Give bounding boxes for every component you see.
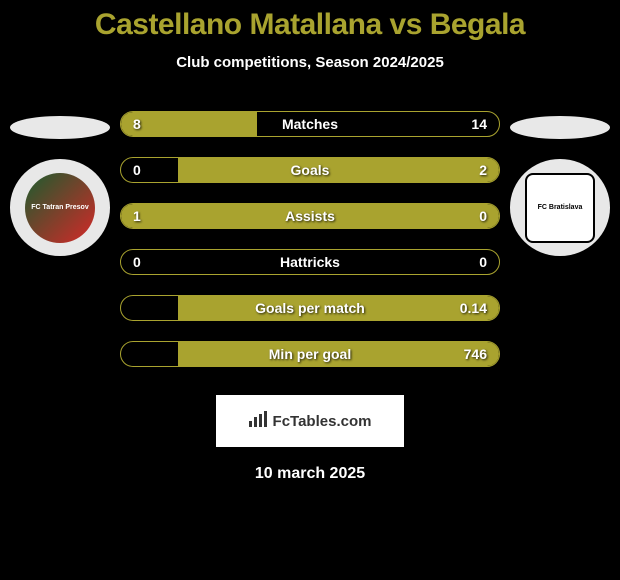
player-silhouette-left — [10, 116, 110, 139]
stat-value-right: 2 — [479, 162, 487, 178]
stat-row-min-per-goal: Min per goal 746 — [120, 341, 500, 367]
stat-value-left: 0 — [133, 162, 141, 178]
player-silhouette-right — [510, 116, 610, 139]
club-badge-left: FC Tatran Presov — [10, 159, 110, 256]
club-crest-left: FC Tatran Presov — [25, 173, 95, 243]
comparison-subtitle: Club competitions, Season 2024/2025 — [176, 54, 444, 71]
stat-label: Assists — [285, 208, 335, 224]
stat-value-left: 8 — [133, 116, 141, 132]
stat-label: Matches — [282, 116, 338, 132]
club-left: FC Tatran Presov — [10, 116, 110, 256]
club-crest-label-left: FC Tatran Presov — [31, 204, 88, 211]
club-crest-label-right: FC Bratislava — [538, 204, 583, 211]
stat-value-right: 746 — [464, 346, 487, 362]
club-right: FC Bratislava — [510, 116, 610, 256]
comparison-title: Castellano Matallana vs Begala — [95, 8, 525, 42]
stat-value-left: 1 — [133, 208, 141, 224]
club-badge-right: FC Bratislava — [510, 159, 610, 256]
stat-value-right: 14 — [471, 116, 487, 132]
stat-fill-right — [178, 158, 499, 182]
stat-label: Goals per match — [255, 300, 365, 316]
footer-date: 10 march 2025 — [255, 465, 365, 483]
stat-value-right: 0.14 — [460, 300, 487, 316]
club-crest-right: FC Bratislava — [525, 173, 595, 243]
stat-label: Hattricks — [280, 254, 340, 270]
stats-bars: 8 Matches 14 0 Goals 2 1 Assists 0 0 Hattricks 0 Goa… — [120, 111, 500, 367]
watermark: FcTables.com — [216, 395, 404, 447]
stat-row-matches: 8 Matches 14 — [120, 111, 500, 137]
watermark-text: FcTables.com — [273, 413, 372, 430]
stat-value-right: 0 — [479, 254, 487, 270]
comparison-container: FC Tatran Presov 8 Matches 14 0 Goals 2 1 Assis… — [0, 111, 620, 367]
stat-value-right: 0 — [479, 208, 487, 224]
stat-value-left: 0 — [133, 254, 141, 270]
stat-fill-left — [121, 112, 257, 136]
stat-row-assists: 1 Assists 0 — [120, 203, 500, 229]
stat-row-goals-per-match: Goals per match 0.14 — [120, 295, 500, 321]
chart-icon — [249, 411, 269, 432]
stat-label: Min per goal — [269, 346, 351, 362]
stat-label: Goals — [291, 162, 330, 178]
stat-row-goals: 0 Goals 2 — [120, 157, 500, 183]
stat-row-hattricks: 0 Hattricks 0 — [120, 249, 500, 275]
